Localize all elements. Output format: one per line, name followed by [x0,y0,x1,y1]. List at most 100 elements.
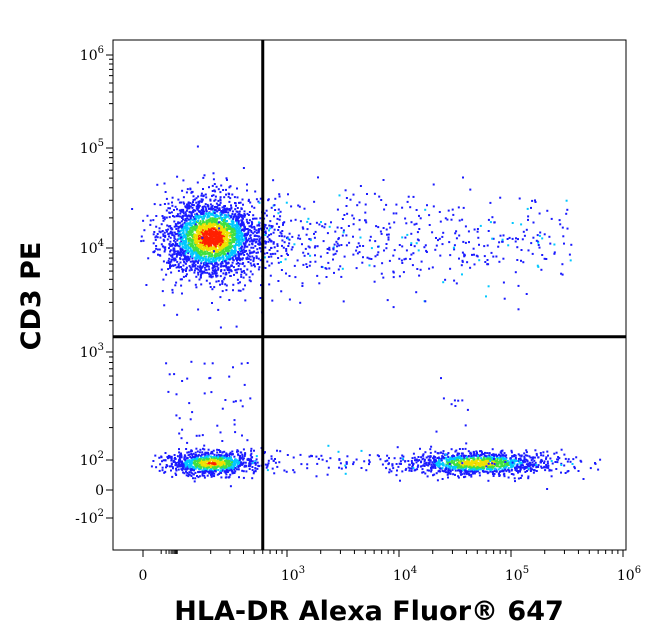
event-dot [165,466,167,469]
event-dot [492,463,495,466]
event-dot [219,251,222,254]
event-dot [174,205,177,208]
event-dot [215,274,217,277]
event-dot [203,252,206,255]
event-dot [461,251,464,254]
event-dot [519,470,521,473]
event-dot [443,470,445,473]
event-dot [497,453,500,456]
event-dot [192,195,195,198]
event-dot [497,245,500,248]
event-dot [219,254,222,256]
event-dot [218,259,221,262]
event-dot [377,245,380,248]
event-dot [225,177,228,180]
event-dot [185,461,188,464]
event-dot [214,256,216,259]
event-dot [236,278,239,281]
event-dot [200,260,203,263]
event-dot [203,237,206,240]
event-dot [237,252,240,255]
event-dot [517,284,520,287]
event-dot [224,283,227,286]
event-dot [415,209,418,211]
event-dot [437,462,439,465]
event-dot [222,210,225,213]
event-dot [175,281,178,284]
event-dot [243,251,246,253]
event-dot [485,458,488,461]
event-dot [242,234,245,237]
event-dot [527,462,530,465]
event-dot [240,243,243,246]
event-dot [140,235,143,238]
event-dot [278,193,281,196]
event-dot [211,466,214,469]
event-dot [234,251,237,254]
event-dot [195,197,198,200]
event-dot [191,459,194,461]
event-dot [250,460,253,463]
event-dot [490,459,493,462]
event-dot [197,237,200,240]
event-dot [242,276,245,279]
event-dot [194,467,197,470]
event-dot [255,240,258,243]
event-dot [185,219,188,222]
event-dot [197,252,200,254]
event-dot [517,458,520,460]
event-dot [183,454,186,457]
event-dot [288,238,291,241]
event-dot [193,269,196,272]
event-dot [510,451,513,454]
event-dot [387,236,390,239]
event-dot [532,221,535,224]
event-dot [208,222,211,225]
event-dot [524,471,527,473]
event-dot [246,256,249,259]
event-dot [328,246,331,249]
event-dot [190,463,192,466]
event-dot [217,239,220,242]
event-dot [160,223,163,226]
event-dot [500,450,503,453]
event-dot [211,240,214,243]
event-dot [181,217,184,219]
event-dot [214,269,217,272]
event-dot [219,275,222,278]
event-dot [176,175,179,178]
event-dot [441,466,444,469]
event-dot [214,195,217,198]
event-dot [173,249,176,252]
event-dot [219,262,222,265]
event-dot [427,455,430,458]
event-dot [340,467,343,470]
event-dot [411,461,413,464]
event-dot [239,259,241,262]
event-dot [451,208,454,211]
event-dot [238,241,241,243]
event-dot [181,380,184,382]
event-dot [336,208,339,211]
event-dot [498,260,501,263]
event-dot [214,252,217,255]
event-dot [484,261,487,263]
event-dot [198,451,201,454]
event-dot [413,223,416,226]
event-dot [489,466,492,469]
event-dot [206,230,209,233]
event-dot [488,466,490,469]
event-dot [212,223,215,226]
event-dot [358,228,361,231]
event-dot [192,473,195,476]
event-dot [213,460,216,463]
event-dot [345,205,348,207]
event-dot [198,200,201,203]
event-dot [540,454,543,457]
event-dot [219,191,222,194]
event-dot [204,250,207,253]
event-dot [173,251,176,254]
event-dot [441,243,444,246]
event-dot [206,271,209,274]
event-dot [227,215,230,218]
